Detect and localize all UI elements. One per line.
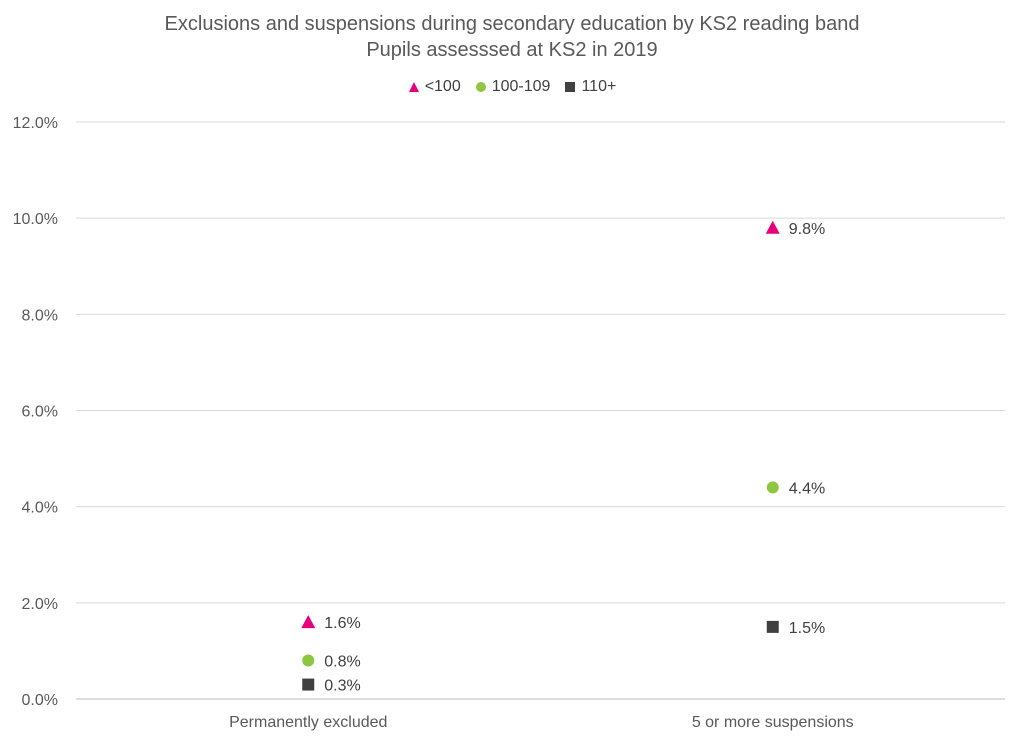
x-category-label: 5 or more suspensions xyxy=(692,714,854,731)
data-label: 1.6% xyxy=(324,615,360,632)
data-label: 9.8% xyxy=(789,221,825,238)
square-marker xyxy=(302,678,315,691)
y-tick-label: 6.0% xyxy=(22,404,58,421)
chart-legend: <100 100-109 110+ xyxy=(0,78,1024,96)
y-tick-label: 10.0% xyxy=(13,211,58,228)
y-tick-label: 12.0% xyxy=(13,115,58,132)
y-tick-label: 2.0% xyxy=(22,596,58,613)
legend-item-100-109: 100-109 xyxy=(475,78,551,96)
chart-subtitle: Pupils assesssed at KS2 in 2019 xyxy=(366,39,658,61)
triangle-marker xyxy=(301,615,316,629)
legend-item-110-plus: 110+ xyxy=(564,78,616,96)
data-label: 4.4% xyxy=(789,480,825,497)
square-marker-icon xyxy=(565,82,576,92)
data-label: 0.8% xyxy=(324,654,360,671)
circle-marker-icon xyxy=(475,82,486,92)
circle-marker xyxy=(766,481,779,494)
triangle-marker xyxy=(765,220,780,234)
legend-label: <100 xyxy=(424,78,461,95)
legend-label: 100-109 xyxy=(491,78,551,95)
data-label: 1.5% xyxy=(789,620,825,637)
triangle-marker-icon xyxy=(408,82,419,92)
x-category-label: Permanently excluded xyxy=(229,714,387,731)
circle-marker xyxy=(302,654,315,667)
y-tick-label: 8.0% xyxy=(22,307,58,324)
square-marker xyxy=(766,620,779,633)
legend-item-under-100: <100 xyxy=(408,78,461,96)
y-tick-label: 4.0% xyxy=(22,500,58,517)
data-label: 0.3% xyxy=(324,678,360,695)
chart-title: Exclusions and suspensions during second… xyxy=(164,13,860,35)
legend-label: 110+ xyxy=(581,78,617,95)
y-tick-label: 0.0% xyxy=(22,692,58,709)
